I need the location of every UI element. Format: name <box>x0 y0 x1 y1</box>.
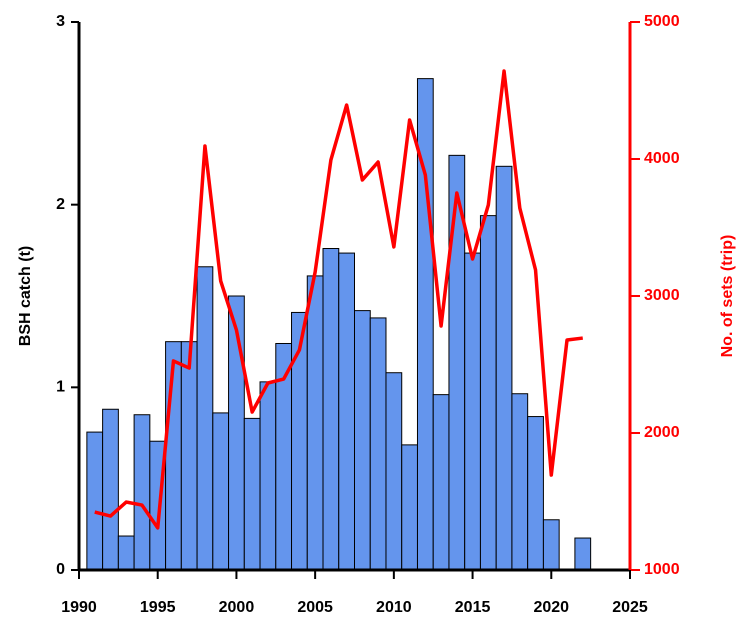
y-axis-label: BSH catch (t) <box>17 246 34 346</box>
x-tick-label: 2010 <box>376 599 412 616</box>
bar <box>259 381 277 571</box>
bar <box>196 266 214 571</box>
y2-tick-label: 4000 <box>644 150 680 167</box>
bar <box>338 252 355 571</box>
bar <box>495 165 513 571</box>
bar <box>322 248 340 571</box>
bar <box>306 275 324 571</box>
x-tick-label: 2005 <box>297 599 333 616</box>
y2-tick-label: 2000 <box>644 424 680 441</box>
bar <box>180 341 198 571</box>
bar <box>354 310 371 571</box>
x-tick-label: 2015 <box>455 599 491 616</box>
y-tick-label: 2 <box>56 196 65 213</box>
line <box>94 69 583 530</box>
bar <box>243 417 261 571</box>
y2-tick-label: 1000 <box>644 561 680 578</box>
y2-tick-label: 3000 <box>644 287 680 304</box>
bar <box>574 537 592 571</box>
y-tick-label: 3 <box>56 13 65 30</box>
bar <box>464 252 481 571</box>
bar <box>369 317 387 571</box>
bar <box>86 431 104 571</box>
x-tick-label: 2025 <box>612 599 648 616</box>
bar <box>133 414 151 571</box>
bar <box>511 393 529 571</box>
bar <box>117 535 135 571</box>
bar <box>102 408 119 571</box>
y2-tick-label: 5000 <box>644 13 680 30</box>
bar <box>527 416 544 571</box>
bar <box>542 519 560 571</box>
bar <box>432 394 450 571</box>
y-tick-label: 1 <box>56 379 65 396</box>
x-tick-label: 2000 <box>219 599 255 616</box>
bar <box>385 372 403 571</box>
x-tick-label: 2020 <box>533 599 569 616</box>
bar <box>401 444 418 571</box>
x-tick-label: 1990 <box>61 599 97 616</box>
x-tick-label: 1995 <box>140 599 176 616</box>
bar <box>479 215 497 571</box>
y2-axis-label: No. of sets (trip) <box>719 235 736 358</box>
y-tick-label: 0 <box>56 561 65 578</box>
bar <box>212 412 230 571</box>
